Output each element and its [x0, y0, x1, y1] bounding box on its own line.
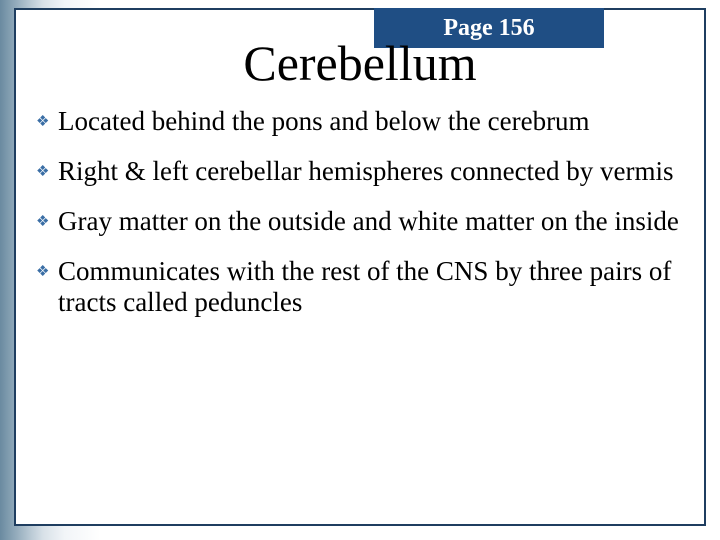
list-item: ❖ Communicates with the rest of the CNS …: [36, 256, 684, 320]
diamond-bullet-icon: ❖: [36, 264, 52, 280]
list-item: ❖ Right & left cerebellar hemispheres co…: [36, 156, 684, 188]
bullet-text: Communicates with the rest of the CNS by…: [58, 256, 684, 320]
slide-title: Cerebellum: [16, 34, 704, 92]
bullet-text: Located behind the pons and below the ce…: [58, 106, 684, 138]
diamond-bullet-icon: ❖: [36, 214, 52, 230]
slide-frame: Page 156 Cerebellum ❖ Located behind the…: [14, 8, 706, 526]
bullet-list: ❖ Located behind the pons and below the …: [36, 106, 684, 337]
diamond-bullet-icon: ❖: [36, 114, 52, 130]
list-item: ❖ Gray matter on the outside and white m…: [36, 206, 684, 238]
bullet-text: Gray matter on the outside and white mat…: [58, 206, 684, 238]
bullet-text: Right & left cerebellar hemispheres conn…: [58, 156, 684, 188]
diamond-bullet-icon: ❖: [36, 164, 52, 180]
list-item: ❖ Located behind the pons and below the …: [36, 106, 684, 138]
